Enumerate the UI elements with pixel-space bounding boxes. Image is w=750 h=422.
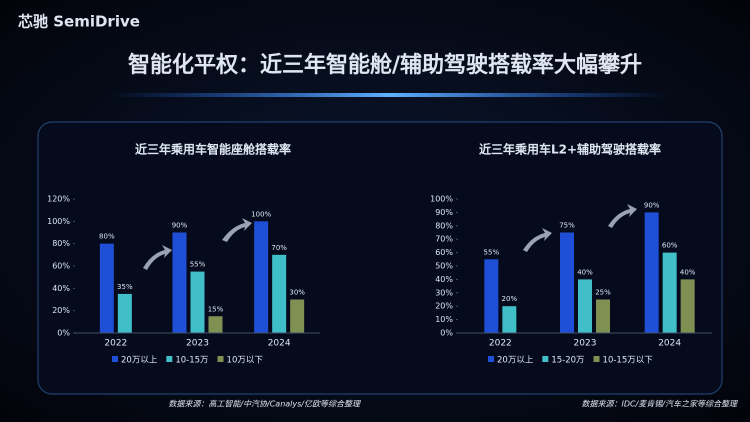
value-label: 35% [117, 283, 133, 291]
y-tick-label: 0% [440, 329, 453, 338]
legend-swatch [488, 356, 494, 362]
value-label: 40% [577, 268, 593, 276]
arrow [222, 218, 252, 242]
logo: 芯驰 SemiDrive [18, 13, 140, 31]
headline: 智能化平权：近三年智能舱/辅助驾驶搭载率大幅攀升 [128, 52, 642, 78]
arrow [143, 245, 172, 270]
y-tick-label: 80% [435, 221, 453, 230]
x-tick-label: 2022 [104, 339, 127, 349]
legend-label: 15-20万 [551, 356, 584, 366]
bar [172, 232, 187, 333]
value-label: 20% [502, 295, 518, 303]
y-tick-label: 60% [435, 248, 453, 257]
legend-label: 20万以上 [121, 356, 158, 366]
legend-swatch [542, 356, 549, 362]
y-tick-label: 40% [435, 275, 453, 284]
value-label: 55% [190, 261, 206, 269]
legend-swatch [166, 356, 173, 362]
y-tick-label: 20% [52, 306, 70, 315]
x-tick-label: 2023 [186, 339, 209, 349]
bar [208, 316, 223, 333]
panel [37, 121, 723, 395]
value-label: 60% [662, 242, 678, 250]
chart-title: 近三年乘用车智能座舱搭载率 [135, 142, 291, 157]
y-tick-label: 100% [47, 217, 70, 226]
chart-title: 近三年乘用车L2+辅助驾驶搭载率 [479, 142, 661, 157]
bar [272, 254, 287, 333]
bar [662, 252, 677, 333]
y-tick-label: 30% [435, 288, 453, 297]
value-label: 80% [99, 233, 115, 241]
value-label: 70% [271, 244, 287, 252]
arrow [523, 228, 552, 252]
source-note: 数据来源：IDC/麦肯锡/汽车之家等综合整理 [582, 400, 738, 409]
bar [644, 212, 659, 333]
legend-swatch [593, 356, 600, 362]
y-tick-label: 10% [435, 315, 453, 324]
bar [117, 293, 132, 333]
value-label: 30% [289, 289, 305, 297]
trend-arrows [143, 204, 637, 270]
y-tick-label: 0% [57, 329, 70, 338]
bar [99, 243, 114, 333]
legend-swatch [217, 356, 224, 362]
legend-label: 10-15万以下 [603, 356, 654, 366]
value-label: 25% [595, 289, 611, 297]
value-label: 55% [484, 248, 500, 256]
value-label: 90% [644, 201, 660, 209]
arrow [608, 204, 637, 228]
title-underline [110, 93, 670, 97]
bar [680, 279, 695, 333]
bar [290, 299, 305, 333]
y-tick-label: 90% [435, 208, 453, 217]
x-tick-label: 2022 [489, 339, 512, 349]
bar [190, 271, 205, 333]
bar [502, 306, 517, 333]
y-tick-label: 60% [52, 262, 70, 271]
value-label: 75% [559, 222, 575, 230]
y-tick-label: 70% [435, 235, 453, 244]
legend-label: 20万以上 [497, 356, 534, 366]
legend-label: 10-15万 [175, 356, 208, 366]
y-tick-label: 120% [47, 195, 70, 204]
bar [254, 221, 269, 333]
source-note: 数据来源：高工智能/中汽协/Canalys/亿欧等综合整理 [168, 400, 361, 409]
value-label: 40% [680, 268, 696, 276]
y-tick-label: 40% [52, 284, 70, 293]
bar [484, 259, 499, 333]
legend-label: 10万以下 [227, 356, 264, 366]
bar [596, 299, 610, 333]
y-tick-label: 80% [52, 239, 70, 248]
y-tick-label: 20% [435, 302, 453, 311]
x-tick-label: 2024 [658, 339, 681, 349]
x-tick-label: 2024 [268, 339, 291, 349]
y-tick-label: 50% [435, 262, 453, 271]
value-label: 15% [208, 305, 224, 313]
bar [560, 232, 574, 333]
y-tick-label: 100% [430, 195, 453, 204]
x-tick-label: 2023 [574, 339, 597, 349]
value-label: 100% [251, 210, 271, 218]
value-label: 90% [172, 222, 188, 230]
bar [578, 279, 592, 333]
legend-swatch [112, 356, 118, 362]
